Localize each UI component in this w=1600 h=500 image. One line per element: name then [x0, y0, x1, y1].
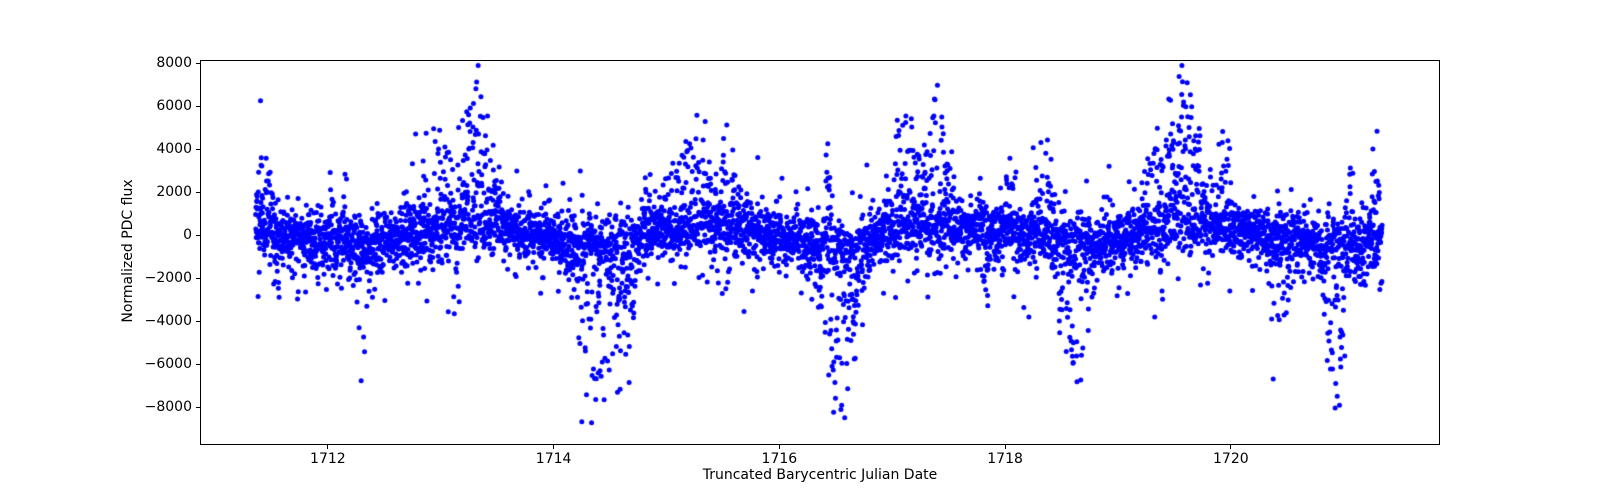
x-tick [1004, 445, 1006, 449]
x-tick [327, 445, 329, 449]
x-tick [1230, 445, 1232, 449]
y-tick [196, 148, 200, 150]
y-tick [196, 363, 200, 365]
x-tick-label: 1712 [310, 451, 346, 467]
y-tick-label: −6000 [144, 356, 192, 372]
y-tick-label: 0 [183, 227, 192, 243]
y-tick-label: 4000 [156, 141, 192, 157]
y-tick [196, 105, 200, 107]
y-tick [196, 277, 200, 279]
y-tick-label: 6000 [156, 98, 192, 114]
x-tick-label: 1718 [987, 451, 1023, 467]
y-tick [196, 406, 200, 408]
y-tick [196, 234, 200, 236]
x-tick-label: 1714 [535, 451, 572, 467]
x-axis-label: Truncated Barycentric Julian Date [702, 467, 938, 483]
y-tick-label: 2000 [156, 184, 192, 200]
y-tick-label: −4000 [144, 313, 192, 329]
y-tick [196, 320, 200, 322]
y-tick [196, 191, 200, 193]
x-tick [553, 445, 555, 449]
y-tick [196, 62, 200, 64]
y-tick-label: −8000 [144, 399, 192, 415]
y-axis-label: Normalized PDC flux [120, 179, 136, 323]
y-tick-label: −2000 [144, 270, 192, 286]
x-tick-label: 1720 [1213, 451, 1249, 467]
scatter-points-canvas [200, 60, 1440, 445]
y-tick-label: 8000 [156, 55, 192, 71]
x-tick [778, 445, 780, 449]
x-tick-label: 1716 [761, 451, 798, 467]
